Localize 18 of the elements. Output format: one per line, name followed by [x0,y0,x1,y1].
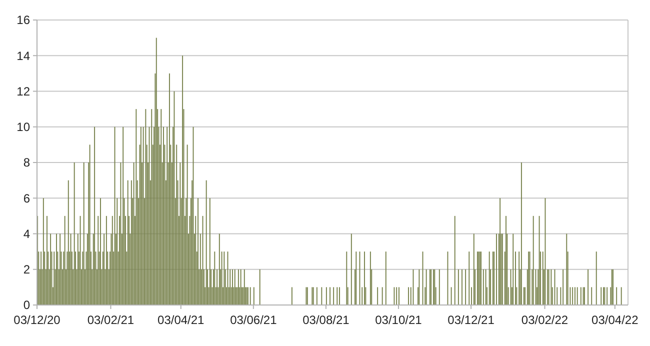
x-tick-label: 03/08/21 [302,313,350,327]
x-tick-label: 03/06/21 [230,313,278,327]
y-tick-label: 4 [23,226,30,241]
y-tick-label: 2 [23,262,30,277]
x-tick-label: 03/12/21 [448,313,495,327]
y-tick-label: 10 [16,120,30,134]
y-tick-label: 8 [23,156,30,170]
y-tick-label: 0 [23,298,30,312]
y-tick-label: 12 [16,84,30,98]
y-tick-label: 16 [16,13,30,28]
x-tick-label: 03/10/21 [375,313,422,327]
x-tick-label: 03/02/22 [521,313,568,327]
x-tick-label: 03/12/20 [14,313,61,327]
x-tick-label: 03/02/21 [87,313,134,327]
y-tick-label: 6 [23,191,30,206]
x-tick-label: 03/04/21 [158,313,205,327]
x-tick-label: 03/04/22 [592,313,639,327]
y-tick-label: 14 [16,48,30,63]
